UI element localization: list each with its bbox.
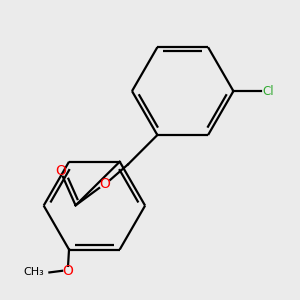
Text: O: O: [62, 264, 73, 278]
Text: O: O: [100, 177, 110, 191]
Text: CH₃: CH₃: [24, 267, 44, 278]
Text: Cl: Cl: [263, 85, 274, 98]
Text: O: O: [56, 164, 66, 178]
